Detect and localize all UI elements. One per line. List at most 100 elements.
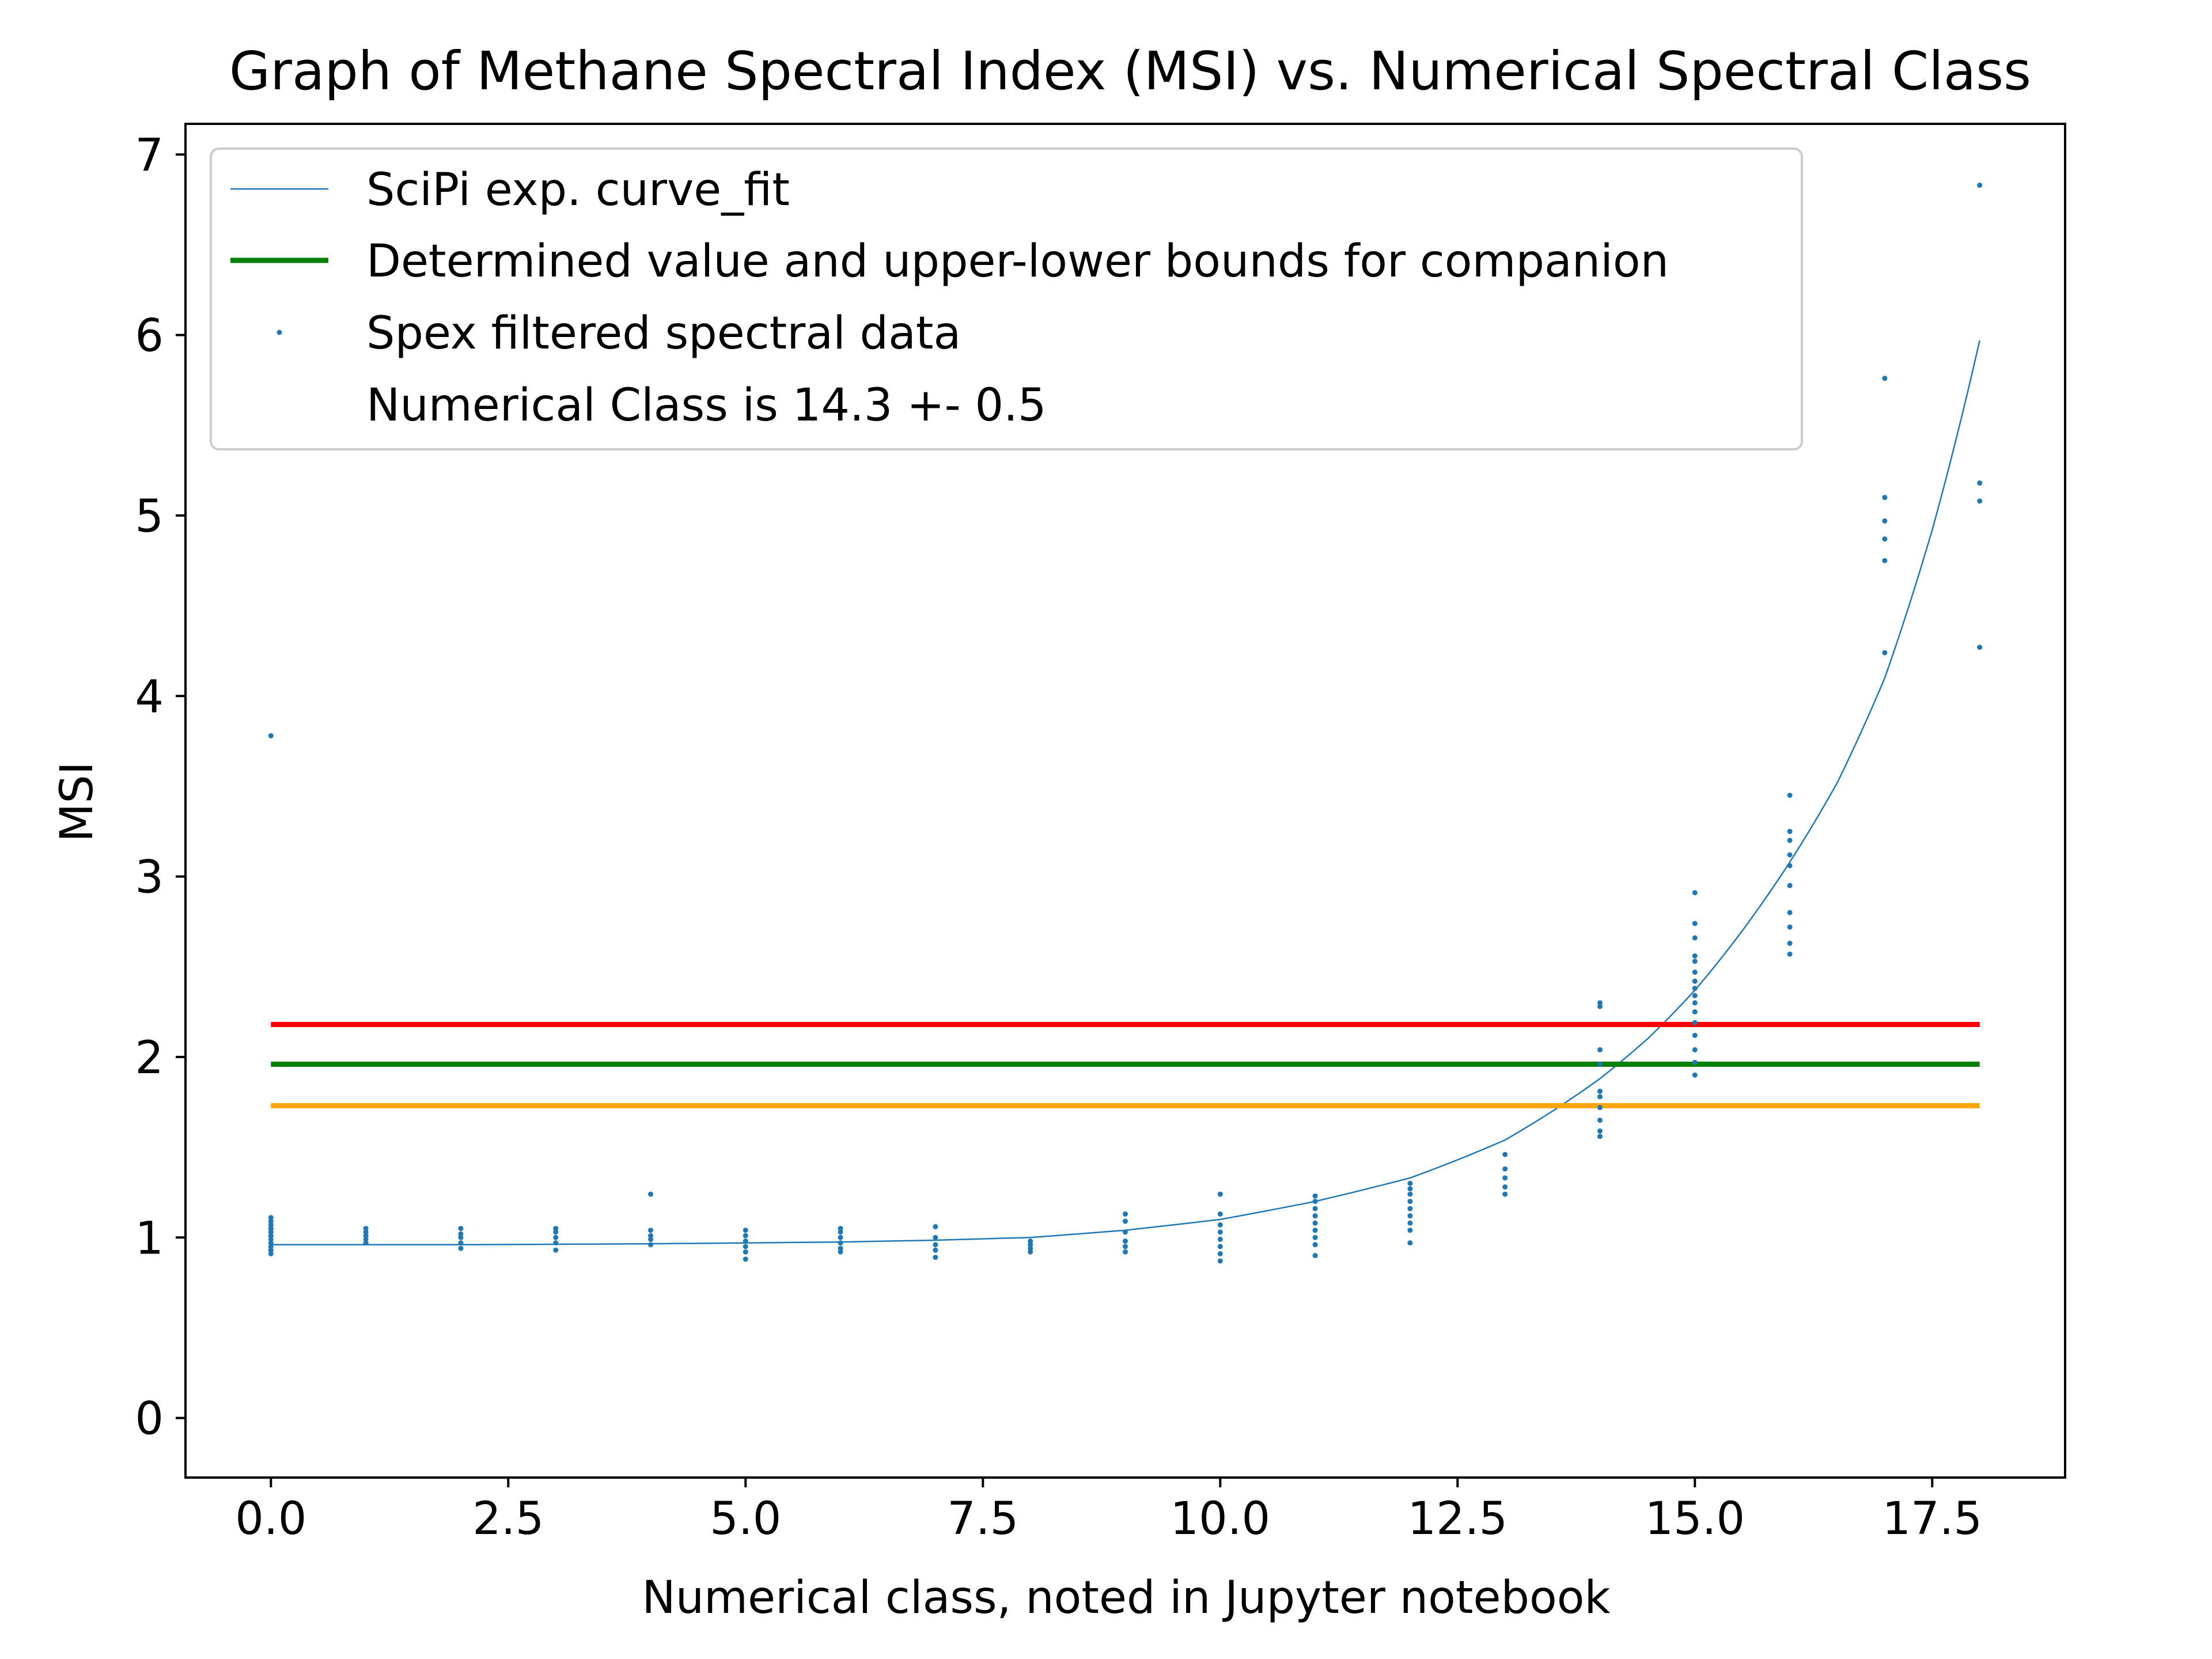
data-point xyxy=(1217,1229,1223,1235)
data-point xyxy=(363,1229,369,1235)
data-point xyxy=(1882,376,1888,381)
data-point xyxy=(1692,993,1698,998)
x-tick-label: 2.5 xyxy=(472,1493,544,1545)
data-point xyxy=(1217,1191,1223,1197)
data-point xyxy=(933,1255,938,1260)
data-point xyxy=(933,1234,938,1240)
data-point xyxy=(1787,838,1793,843)
data-point xyxy=(1407,1186,1413,1192)
data-point xyxy=(268,1247,274,1253)
data-point xyxy=(1977,645,1983,650)
data-point xyxy=(838,1245,843,1251)
data-point xyxy=(1123,1238,1128,1244)
data-point xyxy=(1502,1175,1508,1181)
legend-label: Determined value and upper-lower bounds … xyxy=(366,236,1669,287)
data-point xyxy=(458,1245,464,1251)
data-point xyxy=(648,1233,654,1238)
data-point xyxy=(648,1236,654,1242)
data-point xyxy=(1787,910,1793,915)
data-point xyxy=(1597,1105,1603,1111)
data-point xyxy=(838,1226,843,1232)
data-point xyxy=(648,1242,654,1248)
data-point xyxy=(1977,183,1983,188)
x-tick-label: 12.5 xyxy=(1407,1493,1508,1545)
data-point xyxy=(1692,969,1698,975)
data-point xyxy=(838,1229,843,1235)
x-tick-label: 5.0 xyxy=(710,1493,781,1545)
data-point xyxy=(1787,793,1793,798)
data-point xyxy=(1882,558,1888,563)
data-point xyxy=(838,1240,843,1246)
legend-label: SciPi exp. curve_fit xyxy=(366,164,790,216)
data-point xyxy=(1692,959,1698,964)
data-point xyxy=(1787,882,1793,888)
data-point xyxy=(1407,1240,1413,1246)
data-point xyxy=(1217,1258,1223,1264)
data-point xyxy=(1882,518,1888,524)
data-point xyxy=(458,1226,464,1232)
data-point xyxy=(1407,1220,1413,1226)
x-tick-label: 10.0 xyxy=(1170,1493,1270,1545)
data-point xyxy=(743,1233,748,1238)
data-point xyxy=(933,1242,938,1248)
axis-ticks: 0.0 2.5 5.0 7.5 10.0 12.5 15.0 17.5 0 1 2 3 4 5 6 7 xyxy=(135,130,1982,1545)
fit-curve xyxy=(271,340,1980,1246)
data-point xyxy=(648,1191,654,1197)
data-point xyxy=(458,1240,464,1246)
data-point xyxy=(1692,1047,1698,1052)
data-point xyxy=(1028,1238,1033,1244)
data-point xyxy=(1123,1249,1128,1255)
chart-title: Graph of Methane Spectral Index (MSI) vs… xyxy=(229,40,2031,102)
legend-marker-dot xyxy=(276,329,282,335)
x-tick-label: 0.0 xyxy=(235,1493,306,1545)
data-point xyxy=(1692,978,1698,984)
data-point xyxy=(1312,1242,1318,1248)
data-point xyxy=(743,1256,748,1262)
data-point xyxy=(1692,1032,1698,1038)
data-point xyxy=(1123,1229,1128,1235)
data-point xyxy=(268,1226,274,1232)
data-point xyxy=(838,1249,843,1255)
data-point xyxy=(553,1229,559,1235)
data-point xyxy=(553,1240,559,1246)
data-point xyxy=(1787,924,1793,930)
data-point xyxy=(1123,1211,1128,1217)
data-point xyxy=(553,1247,559,1253)
data-point xyxy=(363,1240,369,1246)
data-point xyxy=(1597,1134,1603,1139)
data-point xyxy=(1692,921,1698,926)
data-point xyxy=(1217,1222,1223,1228)
data-point xyxy=(1977,498,1983,504)
x-tick-label: 15.0 xyxy=(1645,1493,1745,1545)
data-point xyxy=(1692,1000,1698,1006)
data-point xyxy=(1312,1234,1318,1240)
data-point xyxy=(1217,1211,1223,1217)
legend-box xyxy=(210,147,1803,450)
data-point xyxy=(1407,1213,1413,1219)
y-tick-label: 5 xyxy=(135,491,164,543)
data-point xyxy=(1028,1242,1033,1248)
data-point xyxy=(1692,890,1698,896)
data-point xyxy=(553,1226,559,1232)
data-point xyxy=(1123,1218,1128,1224)
data-point xyxy=(1597,1118,1603,1123)
y-tick-label: 6 xyxy=(135,310,164,362)
data-point xyxy=(1312,1206,1318,1211)
data-point xyxy=(1312,1199,1318,1205)
data-point xyxy=(1787,941,1793,946)
y-tick-label: 3 xyxy=(135,852,164,904)
data-point xyxy=(1597,1061,1603,1067)
plot-frame xyxy=(184,123,2066,1479)
data-point xyxy=(1217,1251,1223,1256)
data-point xyxy=(1787,863,1793,869)
data-point xyxy=(1787,951,1793,957)
data-point xyxy=(268,1236,274,1242)
data-point xyxy=(363,1226,369,1232)
data-point xyxy=(1597,1128,1603,1134)
data-point xyxy=(648,1228,654,1233)
data-point xyxy=(1217,1236,1223,1242)
data-point xyxy=(1502,1184,1508,1190)
legend-label: Spex filtered spectral data xyxy=(366,308,961,359)
data-point xyxy=(1028,1245,1033,1251)
data-point xyxy=(268,1240,274,1246)
